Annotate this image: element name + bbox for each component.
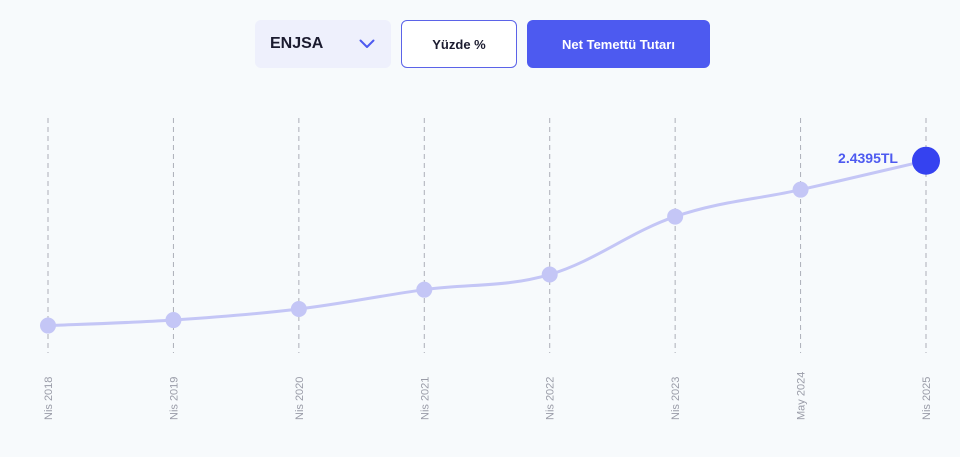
last-value-label: 2.4395TL (838, 150, 898, 166)
chevron-down-icon (359, 39, 375, 49)
x-tick-label: Nis 2020 (294, 377, 306, 420)
data-point (792, 181, 809, 198)
ticker-select-value: ENJSA (270, 35, 324, 52)
chart-controls: ENJSA Yüzde % Net Temettü Tutarı (255, 20, 710, 68)
data-point (541, 266, 558, 283)
x-tick-label: Nis 2019 (168, 377, 180, 420)
data-point (40, 317, 56, 334)
x-tick-label: Nis 2022 (545, 377, 557, 420)
x-tick-label: Nis 2021 (419, 377, 431, 420)
data-point (165, 312, 182, 329)
percent-button[interactable]: Yüzde % (401, 20, 517, 68)
x-tick-label: Nis 2018 (43, 377, 55, 420)
data-point (667, 208, 684, 225)
highlight-data-point (912, 146, 940, 175)
x-tick-label: May 2024 (796, 372, 808, 420)
data-point (416, 281, 433, 298)
data-point (290, 300, 307, 317)
ticker-select[interactable]: ENJSA (255, 20, 391, 68)
x-tick-label: Nis 2025 (921, 377, 933, 420)
net-dividend-amount-button[interactable]: Net Temettü Tutarı (527, 20, 710, 68)
series-line (47, 159, 927, 328)
x-tick-label: Nis 2023 (670, 377, 682, 420)
